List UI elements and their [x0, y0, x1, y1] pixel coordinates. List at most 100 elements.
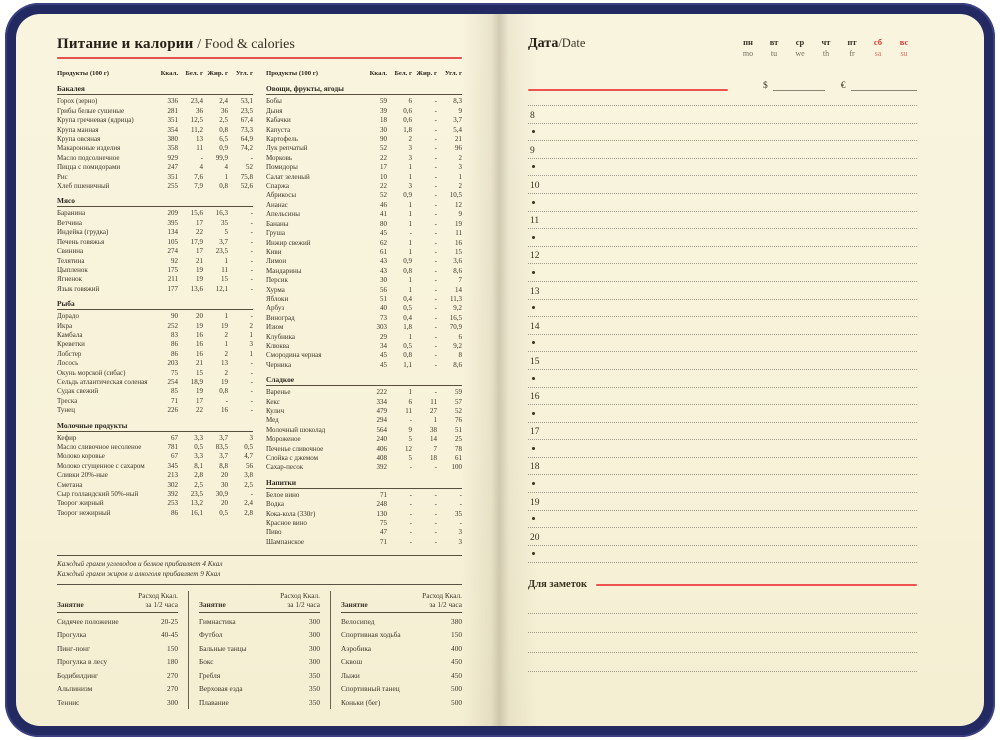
food-value: 0,4: [403, 313, 412, 322]
food-value: 80: [380, 219, 387, 228]
food-value: 9: [458, 106, 463, 115]
food-value: 16,1: [190, 508, 203, 517]
food-row: Лук репчатый 52 3 - 96: [266, 144, 462, 153]
hour-row: 20: [528, 528, 917, 546]
activity-name: Теннис: [57, 697, 80, 707]
food-value: 19: [221, 377, 228, 386]
half-hour-row: [528, 511, 917, 529]
food-value: 30: [380, 276, 387, 285]
food-name: Персик: [266, 276, 288, 285]
food-value: 1,8: [403, 125, 412, 134]
food-value: 209: [167, 209, 179, 218]
food-row: Свинина 274 17 23,5 -: [57, 247, 253, 256]
food-value: 1: [408, 200, 413, 209]
food-name: Телятина: [57, 256, 85, 265]
food-value: 23,5: [215, 247, 228, 256]
food-row: Судак свежий 85 19 0,8 -: [57, 387, 253, 396]
food-value: 302: [167, 480, 179, 489]
food-name: Дыня: [266, 106, 283, 115]
food-value: 177: [167, 284, 179, 293]
food-value: 19: [196, 275, 203, 284]
food-row: Слойка с джемом 408 5 18 61: [266, 454, 462, 463]
half-hour-row: [528, 124, 917, 142]
page-title: Питание и калории / Food & calories: [57, 36, 462, 53]
food-value: 254: [167, 377, 179, 386]
food-row: Телятина 92 21 1 -: [57, 257, 253, 266]
food-value: 20: [221, 499, 228, 508]
activity-value: 300: [167, 697, 178, 707]
food-value: 1: [249, 330, 254, 339]
food-value: 2: [224, 330, 229, 339]
food-value: 351: [167, 116, 179, 125]
food-row: Клубника 29 1 - 6: [266, 333, 462, 342]
activity-value: 350: [309, 697, 320, 707]
food-value: 0,8: [219, 387, 228, 396]
food-value: 99,9: [215, 153, 228, 162]
food-name: Груша: [266, 229, 286, 238]
right-page: Дата/Date пн mo вт tu ср we чт th пт fr сб sa вс su $…: [500, 14, 984, 726]
food-value: -: [434, 313, 437, 322]
activity-value: 500: [451, 684, 462, 694]
food-value: 0,5: [403, 304, 412, 313]
bullet-dot: [532, 235, 535, 239]
food-name: Виноград: [266, 313, 295, 322]
hour-row: 12: [528, 247, 917, 265]
food-value: -: [225, 396, 228, 405]
food-value: 213: [167, 471, 179, 480]
food-row: Пицца с помидорами 247 4 4 52: [57, 163, 253, 172]
food-name: Кефир: [57, 433, 77, 442]
food-value: 17: [196, 218, 203, 227]
food-value: 19: [196, 321, 203, 330]
activity-value: 270: [167, 684, 178, 694]
food-name: Творог жирный: [57, 499, 104, 508]
activity-value: 300: [309, 657, 320, 667]
weekday-cell-sa: сб sa: [865, 37, 891, 58]
food-value: 4,7: [244, 452, 253, 461]
food-value: -: [434, 266, 437, 275]
food-value: 1: [408, 332, 413, 341]
food-value: -: [434, 528, 437, 537]
food-value: 86: [171, 508, 178, 517]
notes-rule: [596, 583, 917, 586]
food-value: 1: [408, 276, 413, 285]
food-value: 73: [380, 313, 387, 322]
food-value: 61: [380, 247, 387, 256]
food-value: 17,9: [190, 237, 203, 246]
food-value: 3: [408, 144, 413, 153]
food-value: 1: [408, 247, 413, 256]
food-row: Рис 351 7,6 1 75,8: [57, 173, 253, 182]
food-header-product: Продукты (100 г): [57, 70, 110, 77]
food-value: 1: [408, 388, 413, 397]
notebook-cover: Питание и калории / Food & calories Прод…: [5, 3, 995, 737]
food-value: 1,8: [403, 323, 412, 332]
food-row: Помидоры 17 1 - 3: [266, 163, 462, 172]
activity-row: Спортивный танец 500: [341, 682, 462, 696]
dollar-write-line: [772, 90, 825, 91]
food-value: 90: [171, 312, 178, 321]
food-row: Печень говяжья 105 17,9 3,7 -: [57, 238, 253, 247]
weekday-ru: сб: [873, 37, 883, 47]
bullet-dot: [532, 446, 535, 450]
food-value: 392: [167, 490, 179, 499]
food-value: 105: [167, 237, 179, 246]
food-value: 1,1: [403, 360, 412, 369]
hour-row: 10: [528, 176, 917, 194]
food-value: 564: [376, 425, 388, 434]
activity-value: 400: [451, 643, 462, 653]
food-name: Лимон: [266, 257, 287, 266]
hour-number: 11: [530, 216, 540, 227]
hour-row: 18: [528, 458, 917, 476]
food-value: 62: [380, 238, 387, 247]
half-hour-row: [528, 300, 917, 318]
food-row: Кефир 67 3,3 3,7 3: [57, 434, 253, 443]
food-value: 8,6: [453, 266, 462, 275]
food-value: 211: [167, 275, 178, 284]
food-value: 247: [167, 163, 179, 172]
food-value: 16: [196, 340, 203, 349]
food-value: 8,8: [219, 461, 228, 470]
food-value: 6: [458, 332, 463, 341]
activity-row: Теннис 300: [57, 696, 178, 710]
food-value: 73,3: [240, 125, 253, 134]
food-value: -: [434, 172, 437, 181]
weekday-ru: вс: [899, 37, 909, 47]
